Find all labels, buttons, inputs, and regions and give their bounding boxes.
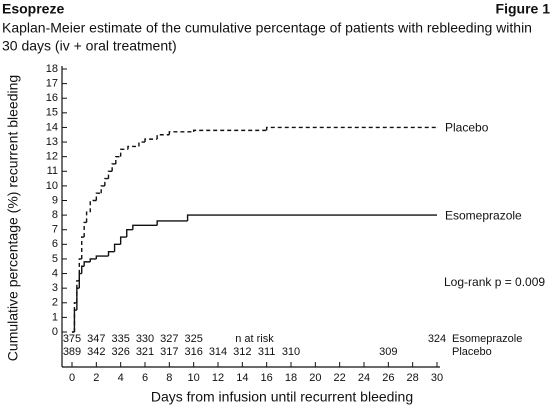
at-risk-count: 375 — [63, 333, 81, 345]
y-tick-label: 11 — [47, 165, 58, 177]
y-tick-label: 0 — [52, 326, 58, 338]
y-tick-label: 1 — [52, 311, 58, 323]
y-axis-label: Cumulative percentage (%) recurrent blee… — [5, 75, 21, 361]
series-label: Esomeprazole — [445, 208, 522, 222]
step-segment — [107, 250, 115, 257]
y-tick-label: 16 — [46, 92, 58, 104]
step-segment — [132, 224, 158, 230]
y-tick-label: 17 — [46, 78, 58, 90]
y-tick-label: 14 — [46, 121, 58, 133]
subtitle: 30 days (iv + oral treatment) — [2, 38, 177, 54]
step-segment — [95, 192, 102, 201]
y-tick-label: 13 — [46, 136, 58, 148]
step-segment — [186, 214, 437, 221]
y-tick-label: 15 — [46, 107, 58, 119]
at-risk-count: 311 — [258, 346, 276, 358]
x-tick-label: 8 — [166, 372, 172, 384]
x-tick-label: 30 — [431, 372, 443, 384]
step-segment — [81, 265, 85, 274]
y-tick-label: 3 — [52, 282, 58, 294]
x-tick-label: 22 — [334, 372, 346, 384]
y-tick-label: 4 — [52, 267, 58, 279]
step-segment — [104, 177, 109, 186]
y-tick-label: 5 — [52, 253, 58, 265]
x-tick-label: 12 — [212, 372, 224, 384]
step-segment — [111, 163, 116, 172]
y-tick-label: 10 — [46, 180, 58, 192]
at-risk-count: 310 — [282, 346, 300, 358]
y-tick-label: 8 — [52, 209, 58, 221]
x-axis-label: Days from infusion until recurrent bleed… — [151, 389, 413, 405]
x-tick-label: 10 — [188, 372, 200, 384]
step-segment — [95, 255, 109, 259]
y-tick-label: 9 — [52, 194, 58, 206]
y-tick-label: 2 — [52, 297, 58, 309]
x-tick-label: 18 — [285, 372, 297, 384]
step-segment — [81, 236, 85, 259]
at-risk-count: 347 — [87, 333, 105, 345]
x-tick-label: 6 — [142, 372, 148, 384]
at-risk-count: 317 — [160, 346, 178, 358]
step-segment — [100, 185, 105, 194]
step-segment — [83, 221, 87, 238]
step-segment — [138, 141, 145, 147]
x-tick-label: 24 — [358, 372, 370, 384]
step-segment — [119, 148, 128, 157]
at-risk-count: 330 — [136, 333, 154, 345]
at-risk-count: 325 — [184, 333, 202, 345]
at-risk-count: 342 — [87, 346, 105, 358]
at-risk-count: 321 — [136, 346, 154, 358]
at-risk-count: 316 — [184, 346, 202, 358]
step-segment — [192, 129, 267, 132]
step-segment — [78, 272, 82, 289]
step-segment — [73, 309, 77, 332]
at-risk-row-label: Esomeprazole — [452, 333, 522, 345]
step-segment — [89, 199, 97, 213]
y-tick-label: 18 — [46, 63, 58, 75]
x-tick-label: 4 — [118, 372, 124, 384]
step-segment — [127, 145, 139, 150]
at-risk-count: 309 — [379, 346, 397, 358]
x-tick-label: 28 — [407, 372, 419, 384]
y-tick-label: 12 — [46, 151, 58, 163]
at-risk-count: 312 — [233, 346, 251, 358]
at-risk-count: 335 — [111, 333, 129, 345]
at-risk-count: 324 — [428, 333, 446, 345]
step-segment — [89, 258, 97, 262]
step-segment — [156, 220, 188, 226]
annotation: Log-rank p = 0.009 — [444, 275, 545, 289]
step-segment — [126, 229, 133, 238]
at-risk-count: 327 — [160, 333, 178, 345]
x-tick-label: 20 — [309, 372, 321, 384]
step-segment — [144, 138, 158, 143]
at-risk-count: 326 — [111, 346, 129, 358]
at-risk-count: 389 — [63, 346, 81, 358]
at-risk-count: 314 — [209, 346, 227, 358]
x-tick-label: 16 — [261, 372, 273, 384]
y-tick-label: 6 — [52, 238, 58, 250]
step-segment — [107, 170, 113, 179]
heading: Esopreze — [2, 1, 64, 17]
step-segment — [115, 155, 121, 164]
step-segment — [265, 126, 437, 131]
step-segment — [119, 236, 127, 245]
step-segment — [156, 134, 170, 140]
step-segment — [113, 243, 121, 252]
step-segment — [83, 261, 91, 267]
step-segment — [85, 211, 91, 223]
figure-label: Figure 1 — [496, 1, 551, 17]
step-segment — [76, 287, 80, 311]
at-risk-title: n at risk — [235, 333, 274, 345]
x-tick-label: 26 — [382, 372, 394, 384]
x-tick-label: 2 — [93, 372, 99, 384]
at-risk-row-label: Placebo — [452, 346, 492, 358]
subtitle: Kaplan-Meier estimate of the cumulative … — [2, 20, 532, 36]
y-tick-label: 7 — [52, 224, 58, 236]
series-label: Placebo — [445, 121, 489, 135]
x-tick-label: 0 — [69, 372, 75, 384]
x-tick-label: 14 — [236, 372, 248, 384]
step-segment — [168, 131, 194, 135]
